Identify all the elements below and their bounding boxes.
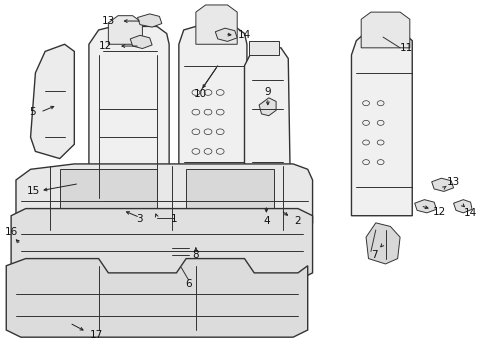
FancyBboxPatch shape [60, 169, 157, 226]
Polygon shape [414, 200, 436, 213]
Polygon shape [169, 234, 191, 269]
Text: 1: 1 [170, 214, 177, 224]
Text: 6: 6 [185, 279, 191, 289]
Text: 12: 12 [431, 207, 445, 217]
FancyBboxPatch shape [186, 169, 273, 226]
Polygon shape [361, 12, 409, 48]
Text: 3: 3 [136, 214, 143, 224]
Polygon shape [30, 44, 74, 158]
Polygon shape [137, 14, 162, 27]
Circle shape [187, 231, 200, 240]
Polygon shape [11, 208, 312, 280]
Text: 2: 2 [294, 216, 301, 226]
Text: 7: 7 [371, 250, 377, 260]
Text: 8: 8 [192, 250, 199, 260]
Polygon shape [453, 200, 471, 213]
Text: 15: 15 [26, 186, 40, 196]
Polygon shape [215, 28, 237, 41]
Text: 9: 9 [264, 87, 271, 98]
Polygon shape [6, 258, 307, 337]
Polygon shape [259, 98, 276, 116]
FancyBboxPatch shape [249, 41, 278, 55]
Text: 4: 4 [263, 216, 269, 226]
Polygon shape [351, 30, 411, 216]
Polygon shape [366, 223, 399, 264]
Polygon shape [179, 26, 246, 216]
Text: 13: 13 [102, 16, 115, 26]
Polygon shape [244, 48, 290, 208]
Polygon shape [431, 178, 453, 192]
Text: 10: 10 [194, 89, 207, 99]
Text: 17: 17 [89, 330, 102, 341]
Polygon shape [130, 35, 152, 49]
Polygon shape [89, 26, 169, 216]
Polygon shape [196, 5, 237, 44]
Text: 11: 11 [399, 43, 412, 53]
Text: 13: 13 [446, 177, 459, 187]
Text: 14: 14 [237, 30, 251, 40]
Text: 12: 12 [99, 41, 112, 51]
Polygon shape [16, 164, 312, 232]
Text: 16: 16 [4, 227, 18, 237]
Text: 14: 14 [463, 208, 476, 218]
Text: 5: 5 [30, 107, 36, 117]
Polygon shape [108, 16, 142, 44]
